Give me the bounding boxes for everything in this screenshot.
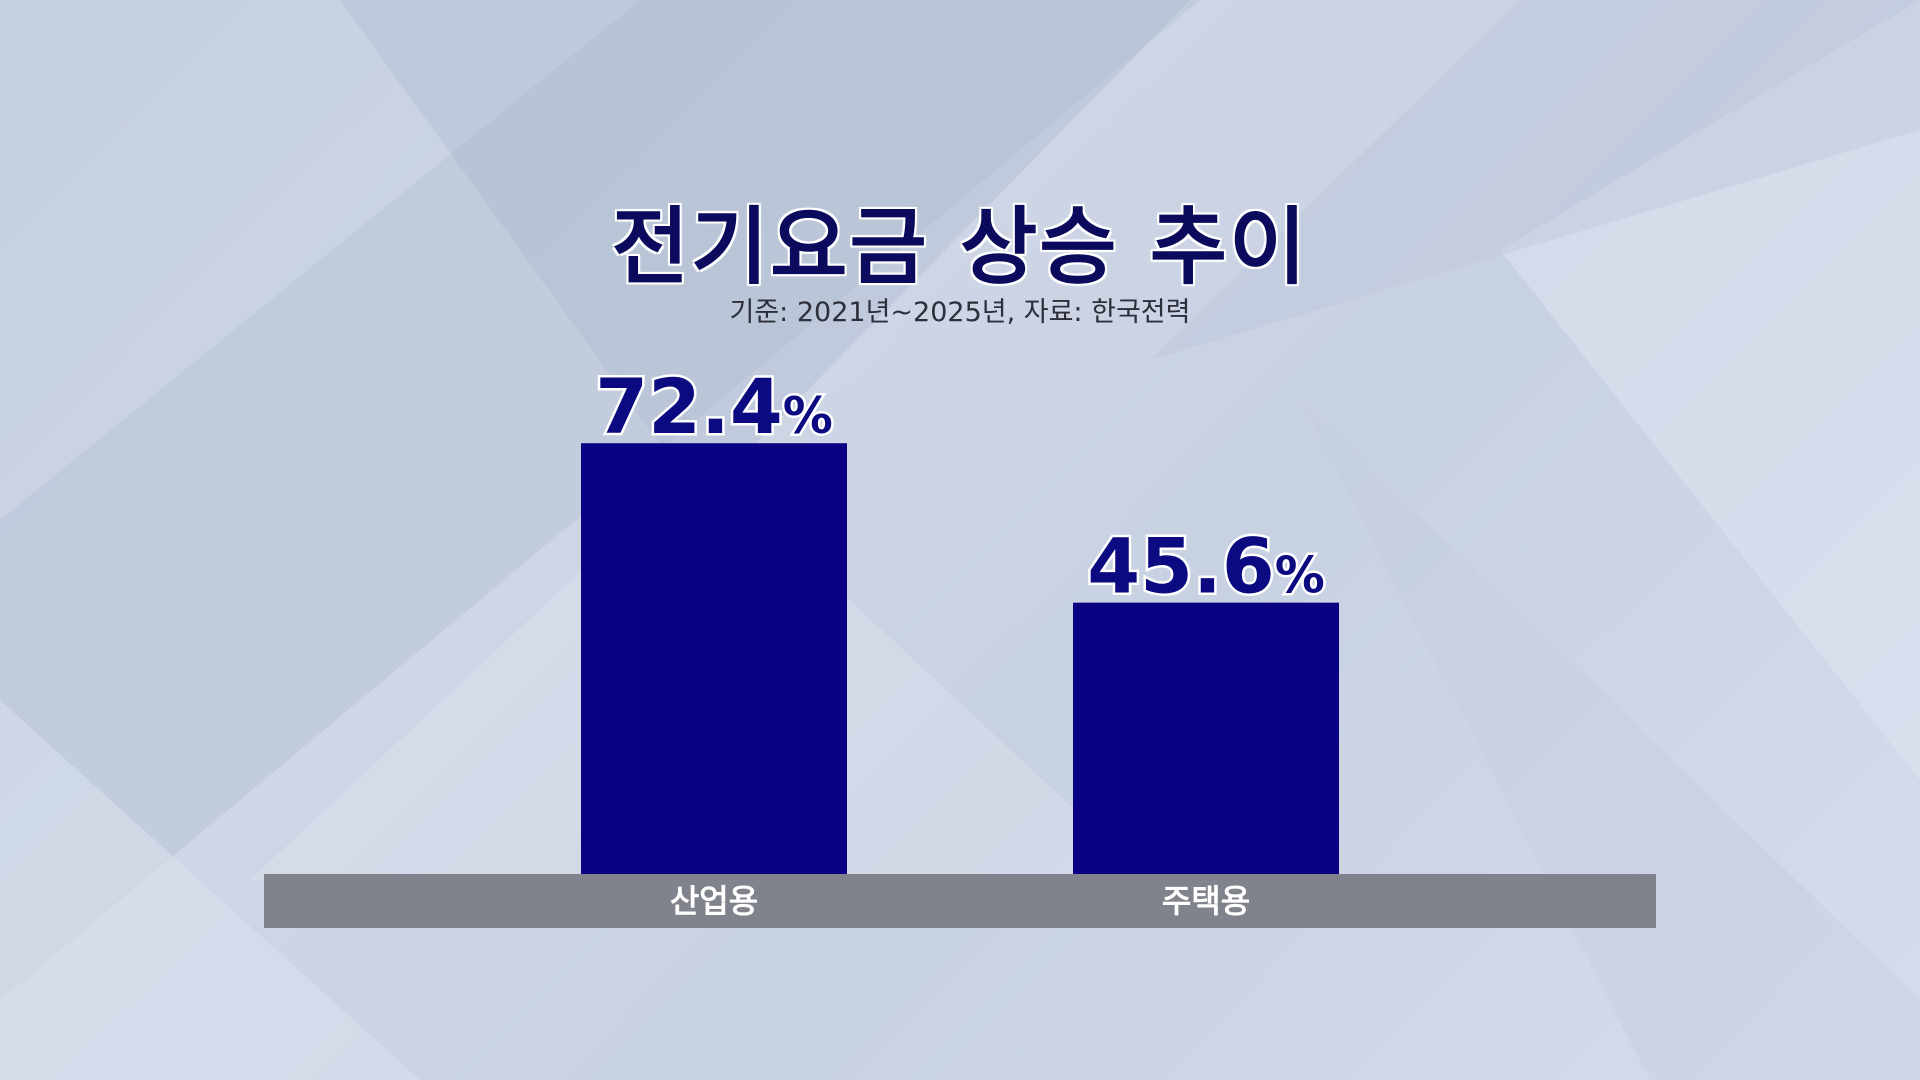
bar-2 — [1073, 602, 1339, 874]
chart-title: 전기요금 상승 추이 — [611, 198, 1309, 296]
value-number-1: 72.4 — [595, 362, 783, 451]
category-label-2: 주택용 — [1162, 882, 1250, 920]
value-number-2: 45.6 — [1087, 522, 1275, 611]
value-unit-1: % — [783, 387, 833, 445]
value-label-1: 72.4% — [595, 362, 833, 451]
bar-1 — [581, 443, 847, 874]
value-unit-2: % — [1275, 547, 1325, 605]
category-axis-band — [264, 874, 1656, 928]
chart-subtitle: 기준: 2021년~2025년, 자료: 한국전력 — [729, 297, 1191, 328]
value-label-2: 45.6% — [1087, 522, 1325, 611]
category-label-1: 산업용 — [670, 882, 758, 920]
